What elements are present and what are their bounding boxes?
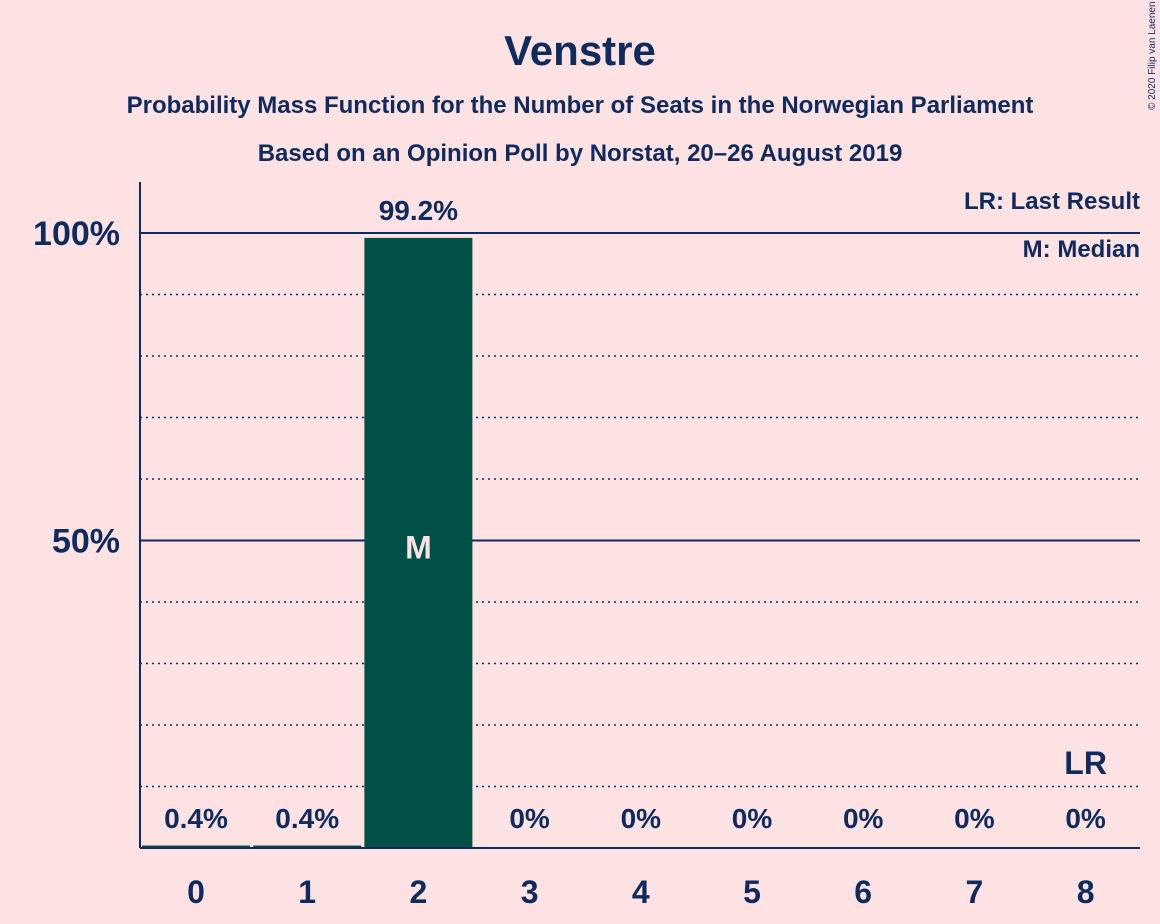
y-tick-label: 50% xyxy=(52,523,120,561)
x-tick-label: 4 xyxy=(632,874,650,910)
x-tick-label: 8 xyxy=(1077,874,1095,910)
chart-subtitle: Probability Mass Function for the Number… xyxy=(127,92,1034,119)
data-label: 0.4% xyxy=(275,803,339,834)
data-label: 0% xyxy=(954,803,995,834)
x-tick-label: 1 xyxy=(298,874,316,910)
data-label: 0% xyxy=(732,803,773,834)
bar xyxy=(253,845,362,848)
data-labels: 0.4% 0 0.4% 1 99.2% 2 0% 3 0% 4 0% 5 0% 6 0% 7 0% 8 M LR xyxy=(164,195,1107,910)
data-label: 0.4% xyxy=(164,803,228,834)
x-tick-label: 5 xyxy=(743,874,761,910)
legend-median: M: Median xyxy=(1023,236,1140,263)
gridlines: 50% 100% xyxy=(33,215,1140,788)
x-tick-label: 0 xyxy=(187,874,205,910)
x-tick-label: 6 xyxy=(854,874,872,910)
x-tick-label: 2 xyxy=(410,874,428,910)
copyright-note: © 2020 Filip van Laenen xyxy=(1147,1,1158,110)
bars xyxy=(142,237,473,849)
bar xyxy=(142,845,250,848)
x-tick-label: 3 xyxy=(521,874,539,910)
data-label: 0% xyxy=(509,803,550,834)
data-label: 0% xyxy=(1065,803,1106,834)
data-label: 0% xyxy=(843,803,884,834)
y-tick-label: 100% xyxy=(33,215,120,253)
data-label: 99.2% xyxy=(379,195,458,226)
data-label: 0% xyxy=(621,803,662,834)
median-marker: M xyxy=(405,530,432,566)
bar xyxy=(364,237,473,849)
x-tick-label: 7 xyxy=(966,874,984,910)
legend-last-result: LR: Last Result xyxy=(964,188,1140,215)
last-result-marker: LR xyxy=(1064,745,1107,781)
chart-title: Venstre xyxy=(504,27,656,74)
chart-subtitle-poll: Based on an Opinion Poll by Norstat, 20–… xyxy=(258,140,903,167)
axes xyxy=(139,182,1140,849)
